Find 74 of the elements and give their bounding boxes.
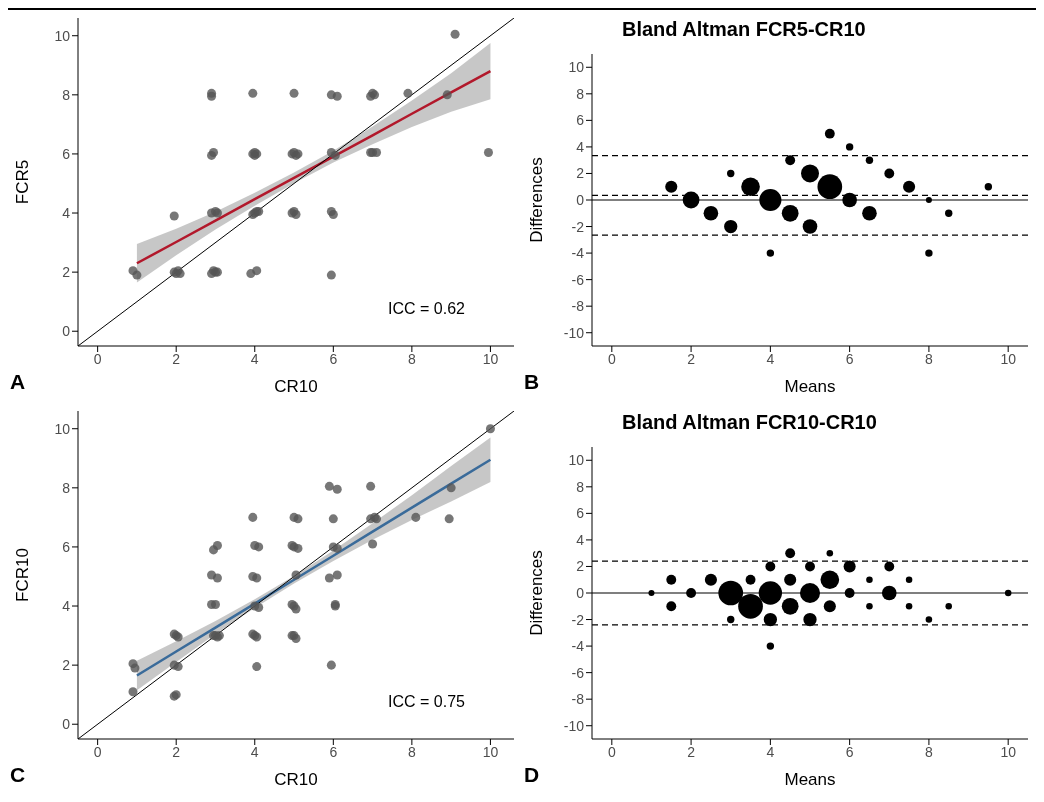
y-tick-label: -8 [571, 298, 585, 315]
chart-title: Bland Altman FCR10-CR10 [622, 411, 877, 434]
text: D [524, 763, 540, 787]
y-tick-label: 6 [62, 538, 71, 555]
y-tick-label: 2 [576, 558, 585, 575]
y-tick-label: -10 [563, 717, 585, 734]
y-tick-label: 8 [62, 86, 71, 103]
y-axis-title: FCR10 [13, 548, 33, 602]
y-tick-label: -10 [563, 324, 585, 341]
x-tick-label: 0 [607, 743, 616, 760]
x-tick-label: 10 [1000, 350, 1017, 367]
x-tick-label: 6 [845, 743, 854, 760]
x-tick-label: 0 [607, 350, 616, 367]
x-tick-label: 10 [482, 743, 499, 760]
x-tick-label: 2 [687, 350, 696, 367]
y-tick-label: 10 [568, 452, 585, 469]
x-tick-label: 4 [250, 743, 259, 760]
x-tick-label: 2 [172, 350, 181, 367]
y-axis-title: Differences [527, 550, 547, 636]
y-tick-label: 10 [568, 59, 585, 76]
y-tick-label: 8 [576, 478, 585, 495]
y-tick-label: -8 [571, 691, 585, 708]
annotation: ICC = 0.62 [388, 300, 465, 318]
x-tick-label: 10 [1000, 743, 1017, 760]
annotation: ICC = 0.75 [388, 693, 465, 711]
x-axis-title: Means [784, 377, 836, 396]
y-tick-label: 0 [576, 584, 585, 601]
y-tick-label: -6 [571, 271, 585, 288]
x-tick-label: 0 [93, 743, 102, 760]
x-tick-label: 4 [766, 350, 775, 367]
y-tick-label: -4 [571, 638, 585, 655]
x-tick-label: 4 [250, 350, 259, 367]
y-tick-label: 8 [62, 479, 71, 496]
x-axis-title: CR10 [274, 770, 318, 789]
x-tick-label: 8 [407, 743, 416, 760]
x-tick-label: 2 [172, 743, 181, 760]
y-tick-label: 4 [576, 138, 585, 155]
chart-title: Bland Altman FCR5-CR10 [622, 18, 866, 41]
y-tick-label: 0 [62, 323, 71, 340]
y-tick-label: 10 [54, 27, 71, 44]
x-axis-title: CR10 [274, 377, 318, 396]
text: B [524, 370, 540, 394]
y-axis-title: Differences [527, 157, 547, 243]
y-tick-label: -2 [571, 611, 585, 628]
y-tick-label: 6 [62, 145, 71, 162]
y-tick-label: 4 [62, 598, 71, 614]
y-tick-label: -4 [571, 245, 585, 262]
y-tick-label: -6 [571, 664, 585, 681]
y-tick-label: 4 [62, 205, 71, 221]
text: A [10, 370, 26, 394]
y-tick-label: 6 [576, 112, 585, 129]
x-tick-label: 8 [925, 743, 934, 760]
x-axis-title: Means [784, 770, 836, 789]
x-tick-label: 10 [482, 350, 499, 367]
x-tick-label: 2 [687, 743, 696, 760]
x-tick-label: 0 [93, 350, 102, 367]
x-tick-label: 6 [329, 743, 338, 760]
y-tick-label: 2 [62, 657, 71, 674]
x-tick-label: 6 [845, 350, 854, 367]
x-tick-label: 4 [766, 743, 775, 760]
x-tick-label: 8 [407, 350, 416, 367]
y-tick-label: 8 [576, 85, 585, 102]
y-axis-title: FCR5 [13, 159, 33, 205]
y-tick-label: 4 [576, 531, 585, 548]
y-tick-label: 2 [576, 165, 585, 182]
y-tick-label: 2 [62, 264, 71, 281]
text: C [10, 763, 26, 787]
x-tick-label: 6 [329, 350, 338, 367]
y-tick-label: 10 [54, 420, 71, 437]
y-tick-label: 0 [576, 191, 585, 208]
y-tick-label: 0 [62, 716, 71, 733]
x-tick-label: 8 [925, 350, 934, 367]
y-tick-label: -2 [571, 218, 585, 235]
y-tick-label: 6 [576, 505, 585, 522]
